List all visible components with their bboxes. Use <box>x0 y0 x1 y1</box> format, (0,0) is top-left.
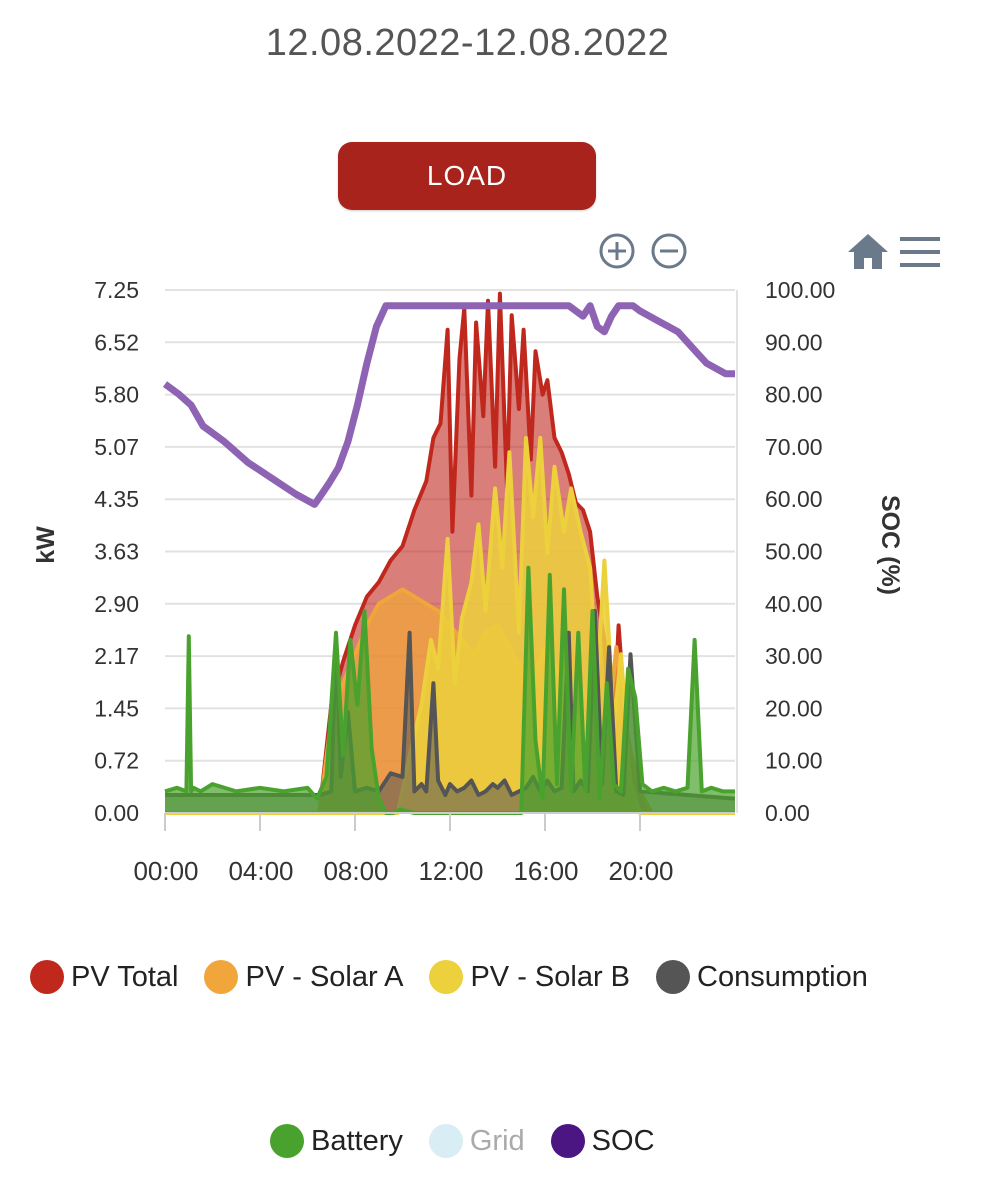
legend-row-1: PV Total PV - Solar A PV - Solar B Consumpt… <box>30 960 894 994</box>
y2-axis-title: SOC (%) <box>876 495 904 595</box>
legend-label: SOC <box>591 1124 655 1157</box>
y2-tick-label: 60.00 <box>765 486 823 512</box>
legend-swatch <box>204 960 239 994</box>
zoom-in-icon[interactable] <box>598 232 636 270</box>
legend-item-soc[interactable]: SOC <box>550 1124 655 1158</box>
legend-row-2: Battery Grid SOC <box>270 1124 681 1158</box>
legend-swatch <box>656 960 691 994</box>
chart: 0.00 0.72 1.45 2.17 2.90 3.63 4.35 5.07 5.80 6.52… <box>32 277 904 886</box>
y2-tick-label: 30.00 <box>765 643 823 669</box>
legend-label: Consumption <box>697 960 868 993</box>
page-title: 12.08.2022-12.08.2022 <box>265 22 670 64</box>
legend-swatch <box>428 1124 463 1158</box>
legend-item-pv_total[interactable]: PV Total <box>30 960 178 994</box>
legend-label: PV - Solar B <box>470 960 631 993</box>
y-tick-label: 6.52 <box>94 329 139 355</box>
legend-swatch <box>429 960 464 994</box>
series-line-solar_b <box>165 435 735 815</box>
y2-tick-label: 0.00 <box>765 800 810 826</box>
x-tick-label: 20:00 <box>608 856 673 886</box>
menu-icon[interactable] <box>898 235 942 269</box>
y-tick-label: 4.35 <box>94 486 139 512</box>
legend-swatch <box>550 1124 585 1158</box>
y2-tick-label: 20.00 <box>765 695 823 721</box>
y2-tick-label: 90.00 <box>765 329 823 355</box>
y-tick-label: 2.90 <box>94 591 139 617</box>
legend-swatch <box>30 960 64 994</box>
legend-item-solar_a[interactable]: PV - Solar A <box>204 960 403 994</box>
y2-tick-label: 50.00 <box>765 539 823 565</box>
legend-item-solar_b[interactable]: PV - Solar B <box>429 960 630 994</box>
x-tick-label: 04:00 <box>228 856 293 886</box>
legend-label: PV - Solar A <box>245 960 404 993</box>
y2-tick-label: 80.00 <box>765 382 823 408</box>
y2-tick-label: 100.00 <box>765 277 835 303</box>
legend-item-grid[interactable]: Grid <box>428 1124 525 1158</box>
load-button[interactable]: LOAD <box>338 142 596 210</box>
x-tick-label: 16:00 <box>513 856 578 886</box>
x-tick-label: 00:00 <box>133 856 198 886</box>
legend-label: PV Total <box>71 960 179 993</box>
y-tick-label: 0.72 <box>94 748 139 774</box>
y2-tick-label: 70.00 <box>765 434 823 460</box>
zoom-out-icon[interactable] <box>650 232 688 270</box>
y-tick-label: 5.07 <box>94 434 139 460</box>
y-axis-title: kW <box>32 526 60 564</box>
legend-label: Grid <box>469 1124 525 1157</box>
legend-label: Battery <box>311 1124 403 1157</box>
legend-item-battery[interactable]: Battery <box>270 1124 403 1158</box>
y-tick-label: 1.45 <box>94 695 139 721</box>
series-line-soc <box>162 302 735 508</box>
y2-tick-label: 40.00 <box>765 591 823 617</box>
legend-item-consumption[interactable]: Consumption <box>656 960 868 994</box>
y2-tick-label: 10.00 <box>765 748 823 774</box>
y-tick-label: 7.25 <box>94 277 139 303</box>
y-tick-label: 0.00 <box>94 800 139 826</box>
x-tick-label: 08:00 <box>323 856 388 886</box>
y-tick-label: 5.80 <box>94 382 139 408</box>
y-tick-label: 3.63 <box>94 539 139 565</box>
y-tick-label: 2.17 <box>94 643 139 669</box>
home-icon[interactable] <box>846 231 890 271</box>
x-tick-label: 12:00 <box>418 856 483 886</box>
legend-swatch <box>270 1124 304 1158</box>
